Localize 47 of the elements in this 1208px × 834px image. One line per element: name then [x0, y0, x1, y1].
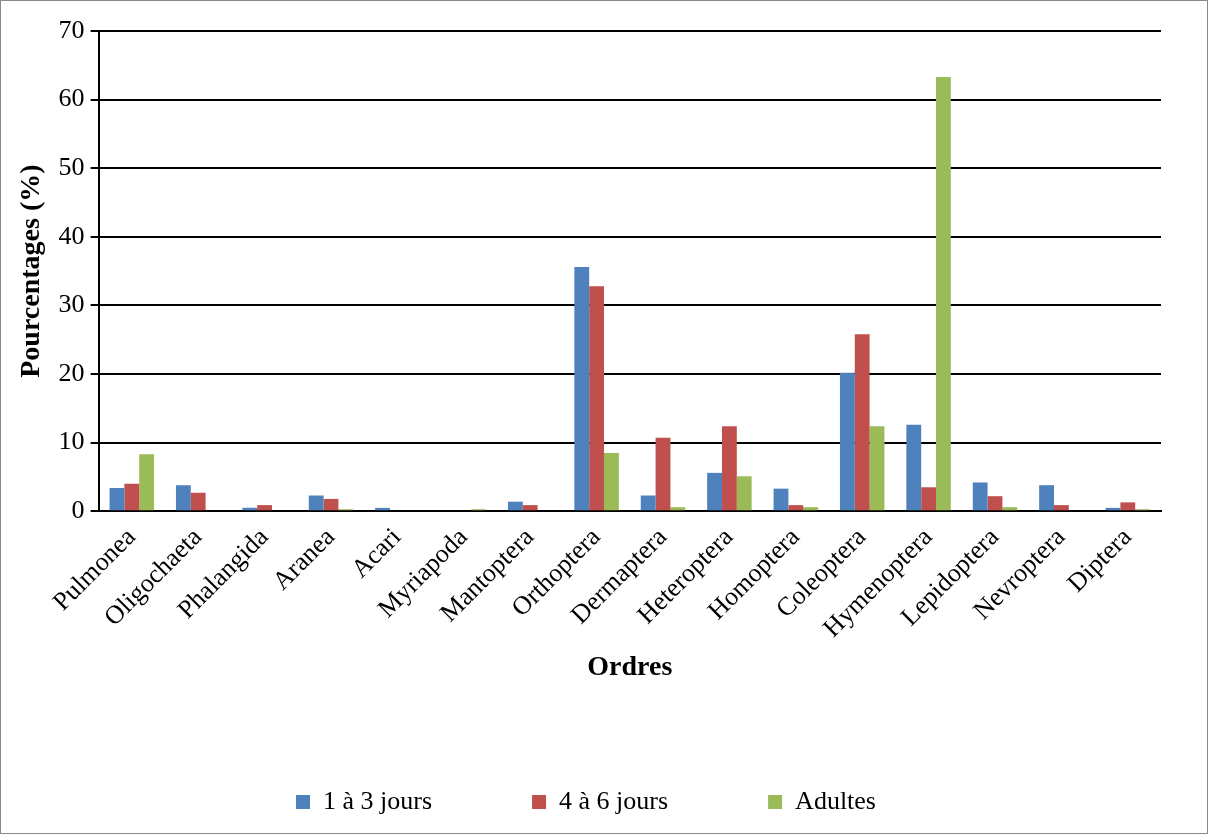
bar [1120, 502, 1136, 511]
y-tick-label: 60 [58, 83, 85, 113]
y-tick-label: 20 [58, 357, 85, 387]
legend-label: 1 à 3 jours [323, 785, 433, 815]
bar [839, 372, 855, 511]
legend-label: 4 à 6 jours [559, 785, 669, 815]
y-axis-title: Pourcentages (%) [14, 164, 46, 378]
bar [1053, 505, 1069, 511]
bar [190, 492, 206, 511]
bar [175, 485, 191, 511]
bar [987, 496, 1003, 511]
bar [921, 487, 937, 511]
y-tick-label: 0 [71, 495, 85, 525]
bar [1039, 485, 1054, 511]
bar [589, 286, 605, 511]
legend-label: Adultes [795, 785, 876, 815]
bar [109, 487, 125, 511]
bar [522, 505, 538, 511]
bar [869, 426, 885, 511]
bar [257, 505, 273, 511]
bar [640, 495, 656, 511]
bar [906, 424, 922, 511]
bar [507, 501, 523, 511]
bar [308, 495, 324, 511]
y-tick-label: 50 [58, 152, 85, 182]
bar [574, 267, 590, 511]
x-axis-title: Ordres [587, 650, 673, 682]
y-tick-label: 70 [58, 14, 85, 44]
y-tick-label: 40 [58, 220, 85, 250]
y-tick-label: 10 [58, 426, 85, 456]
bar [736, 476, 752, 511]
bar [972, 482, 988, 511]
bar [139, 454, 155, 511]
bar [670, 507, 686, 511]
y-tick-label: 30 [58, 289, 85, 319]
bar [707, 472, 722, 511]
bar [936, 76, 951, 511]
bar [604, 452, 619, 511]
bar [803, 507, 819, 511]
bar [854, 334, 870, 511]
bar [323, 498, 339, 511]
bar [124, 483, 140, 511]
bar [1002, 507, 1018, 511]
bar [721, 426, 737, 511]
bar [655, 437, 671, 511]
bar [788, 505, 804, 511]
bar [773, 488, 789, 511]
